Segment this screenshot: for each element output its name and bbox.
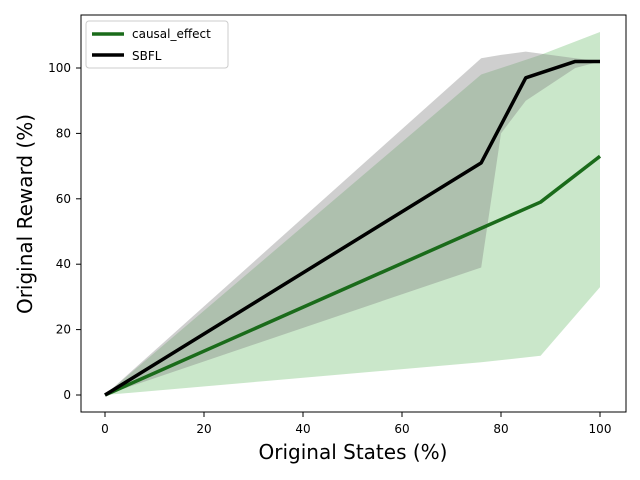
band-sbfl	[105, 51, 600, 396]
x-tick-label: 0	[101, 422, 109, 436]
line-causal-effect	[104, 154, 602, 397]
line-sbfl	[104, 59, 600, 397]
confidence-bands	[105, 32, 600, 396]
y-tick-label: 80	[56, 126, 71, 140]
band-causal-effect	[105, 32, 600, 395]
legend-label-sbfl: SBFL	[132, 49, 162, 63]
legend: causal_effect SBFL	[85, 20, 229, 69]
series-lines	[104, 59, 602, 397]
y-tick-label: 60	[56, 192, 71, 206]
x-axis-label: Original States (%)	[259, 440, 448, 464]
x-tick-label: 80	[493, 422, 508, 436]
x-tick-label: 60	[394, 422, 409, 436]
y-axis-ticks: 0 20 40 60 80 100	[48, 61, 81, 402]
plot-frame	[80, 14, 627, 413]
y-tick-label: 40	[56, 257, 71, 271]
x-tick-label: 20	[196, 422, 211, 436]
legend-label-causal-effect: causal_effect	[132, 27, 211, 41]
y-tick-label: 20	[56, 323, 71, 337]
y-axis-label: Original Reward (%)	[13, 114, 37, 314]
x-tick-label: 100	[589, 422, 612, 436]
y-tick-label: 0	[63, 388, 71, 402]
x-tick-label: 40	[295, 422, 310, 436]
y-tick-label: 100	[48, 61, 71, 75]
x-axis-ticks: 0 20 40 60 80 100	[101, 412, 611, 436]
